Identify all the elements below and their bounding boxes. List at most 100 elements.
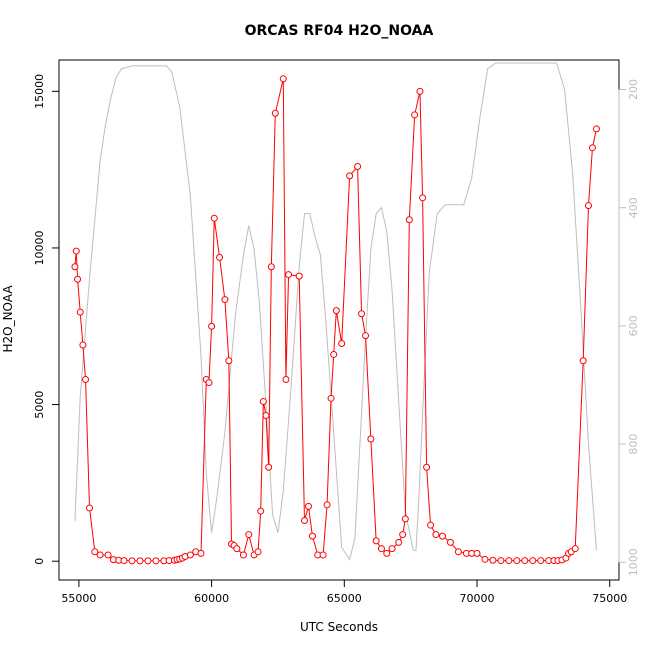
- h2o-point: [454, 548, 462, 556]
- h2o-point: [300, 516, 308, 524]
- y-tick-label: 10000: [33, 230, 46, 265]
- h2o-point: [521, 557, 529, 565]
- h2o-point: [571, 545, 579, 553]
- h2o-point: [405, 216, 413, 224]
- h2o-point: [104, 551, 112, 559]
- right-tick-label: 1000: [627, 548, 640, 576]
- h2o-point: [377, 545, 385, 553]
- x-tick-label: 70000: [460, 592, 495, 605]
- h2o-point: [74, 275, 82, 283]
- h2o-point: [497, 557, 505, 565]
- h2o-point: [481, 555, 489, 563]
- h2o-point: [308, 532, 316, 540]
- h2o-point: [262, 412, 270, 420]
- x-axis: 55000 60000 65000 70000 75000: [61, 579, 627, 605]
- h2o-point: [529, 557, 537, 565]
- right-axis: 200 400 600 800 1000: [618, 79, 640, 576]
- h2o-point: [254, 548, 262, 556]
- h2o-point: [210, 214, 218, 222]
- h2o-point: [120, 557, 128, 565]
- h2o-point: [513, 557, 521, 565]
- h2o-point: [446, 538, 454, 546]
- h2o-point: [265, 463, 273, 471]
- h2o-point: [136, 557, 144, 565]
- h2o-point: [489, 556, 497, 564]
- h2o-point: [330, 350, 338, 358]
- h2o-point: [592, 125, 600, 133]
- h2o-point: [419, 194, 427, 202]
- h2o-point: [427, 521, 435, 529]
- h2o-point: [372, 537, 380, 545]
- h2o-point: [439, 532, 447, 540]
- h2o-point: [259, 397, 267, 405]
- h2o-point: [208, 322, 216, 330]
- y-tick-label: 0: [33, 558, 46, 565]
- h2o-point: [144, 557, 152, 565]
- h2o-point: [537, 557, 545, 565]
- x-tick-label: 55000: [61, 592, 96, 605]
- secondary-series-line: [74, 62, 597, 561]
- h2o-point: [205, 379, 213, 387]
- h2o-point: [505, 557, 513, 565]
- h2o-series: [71, 75, 600, 565]
- h2o-point: [233, 545, 241, 553]
- h2o-point: [584, 202, 592, 210]
- h2o-point: [473, 549, 481, 557]
- h2o-point: [411, 111, 419, 119]
- h2o-point: [399, 531, 407, 539]
- h2o-point: [346, 172, 354, 180]
- h2o-point: [221, 296, 229, 304]
- h2o-point: [327, 394, 335, 402]
- h2o-point: [225, 357, 233, 365]
- right-tick-label: 400: [627, 197, 640, 218]
- h2o-point: [72, 247, 80, 255]
- x-tick-label: 65000: [327, 592, 362, 605]
- h2o-point: [86, 504, 94, 512]
- h2o-point: [395, 538, 403, 546]
- h2o-point: [388, 545, 396, 553]
- h2o-point: [245, 531, 253, 539]
- h2o-point: [354, 163, 362, 171]
- h2o-point: [332, 307, 340, 315]
- h2o-point: [323, 501, 331, 509]
- h2o-point: [186, 551, 194, 559]
- chart-title: ORCAS RF04 H2O_NOAA: [245, 23, 434, 39]
- h2o-point: [423, 463, 431, 471]
- h2o-point: [197, 549, 205, 557]
- h2o-point: [82, 376, 90, 384]
- h2o-point: [579, 357, 587, 365]
- h2o-point: [271, 109, 279, 117]
- h2o-point: [76, 308, 84, 316]
- h2o-point: [416, 87, 424, 95]
- right-tick-label: 600: [627, 315, 640, 336]
- y-axis: 0 5000 10000 15000: [33, 74, 60, 565]
- right-tick-label: 800: [627, 434, 640, 455]
- h2o-point: [588, 144, 596, 152]
- h2o-point: [128, 557, 136, 565]
- h2o-point: [362, 332, 370, 340]
- y-tick-label: 5000: [33, 391, 46, 419]
- h2o-point: [71, 263, 79, 271]
- x-tick-label: 60000: [194, 592, 229, 605]
- h2o-point: [96, 551, 104, 559]
- h2o-point: [295, 272, 303, 280]
- secondary-series: [74, 62, 597, 561]
- h2o-series-line: [74, 78, 597, 562]
- h2o-point: [367, 435, 375, 443]
- h2o-point: [257, 507, 265, 515]
- h2o-point: [279, 75, 287, 83]
- y-tick-label: 15000: [33, 74, 46, 109]
- y-axis-label: H2O_NOAA: [1, 285, 15, 353]
- h2o-point: [338, 339, 346, 347]
- x-axis-label: UTC Seconds: [300, 620, 378, 634]
- h2o-point: [239, 551, 247, 559]
- h2o-point: [267, 263, 275, 271]
- h2o-point: [304, 502, 312, 510]
- h2o-point: [91, 548, 99, 556]
- h2o-point: [285, 271, 293, 279]
- h2o-point: [319, 551, 327, 559]
- h2o-point: [152, 557, 160, 565]
- h2o-point: [216, 253, 224, 261]
- h2o-point: [401, 515, 409, 523]
